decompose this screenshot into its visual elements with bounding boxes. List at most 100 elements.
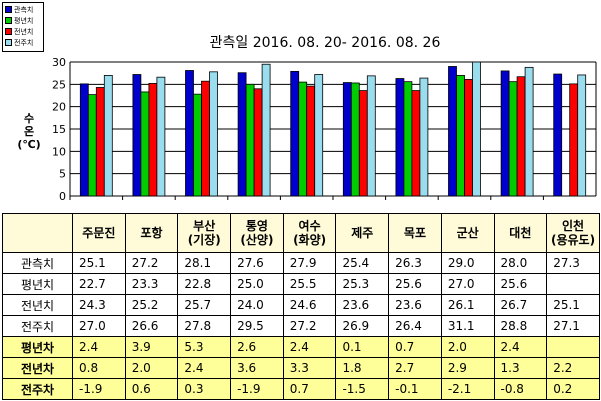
bar [245, 83, 255, 197]
table-cell: 25.3 [335, 273, 390, 295]
table-row: 전년치 24.3 25.2 25.7 24.0 24.6 23.6 23.6 26.1 26.7 2… [2, 294, 600, 316]
table-cell: 23.6 [388, 294, 442, 316]
table-cell: 27.0 [72, 315, 126, 337]
table-cell: 28.1 [177, 252, 232, 274]
row-label: 전주차 [2, 378, 73, 400]
bar [237, 72, 247, 197]
table-cell: 26.4 [388, 315, 442, 337]
table-cell: 3.9 [124, 336, 179, 358]
row-label: 전주치 [2, 315, 73, 337]
table-cell: 28.0 [493, 252, 548, 274]
table-cell: 25.2 [124, 294, 179, 316]
bar [448, 66, 457, 197]
table-cell: 3.3 [282, 357, 337, 379]
bar [87, 94, 97, 197]
table-cell: 25.1 [72, 252, 126, 274]
y-tick-label: 0 [59, 190, 66, 203]
legend-label: 평년치 [14, 16, 34, 25]
column-header: 포항 [124, 213, 179, 253]
bar [261, 63, 271, 197]
bar [419, 77, 429, 197]
bar [411, 90, 421, 197]
table-cell: 27.3 [546, 252, 600, 274]
column-header-line: 제주 [351, 226, 374, 240]
row-label: 관측치 [2, 252, 73, 274]
y-axis-label-line: 수 [23, 112, 35, 125]
legend-item: 평년치 [5, 15, 41, 26]
table-cell: 0.6 [124, 378, 179, 400]
table-cell: -2.1 [440, 378, 495, 400]
table-cell: 27.8 [177, 315, 232, 337]
bar-chart: 0 5 10 15 20 25 30 [52, 56, 597, 203]
table-cell: 23.6 [335, 294, 390, 316]
bar [103, 75, 113, 197]
table-row: 평년차 2.4 3.9 5.3 2.6 2.4 0.1 0.7 2.0 2.4 [2, 336, 600, 358]
y-axis-label: 수 온 (℃) [14, 112, 44, 151]
table-cell: 0.1 [335, 336, 390, 358]
bar [132, 74, 142, 197]
table-cell: 25.0 [230, 273, 284, 295]
bar [577, 74, 587, 197]
bar [306, 85, 316, 197]
table-cell: 26.7 [493, 294, 548, 316]
table-cell: 2.4 [493, 336, 548, 358]
bar [516, 76, 526, 197]
column-header: 통영 (산양) [230, 213, 284, 253]
chart-title: 관측일 2016. 08. 20- 2016. 08. 26 [209, 35, 441, 51]
table-cell [546, 273, 600, 295]
table-cell: 2.7 [388, 357, 442, 379]
y-axis-label-line: (℃) [17, 138, 41, 151]
row-label: 평년차 [2, 336, 73, 358]
table-row: 관측치 25.1 27.2 28.1 27.6 27.9 25.4 26.3 29.0 28.0 2… [2, 252, 600, 274]
table-cell: 1.3 [493, 357, 548, 379]
table-cell: 2.0 [440, 336, 495, 358]
table-cell: 3.6 [230, 357, 284, 379]
table-cell: 31.1 [440, 315, 495, 337]
table-cell: 2.4 [72, 336, 126, 358]
table-row: 전년차 0.8 2.0 2.4 3.6 3.3 1.8 2.7 2.9 1.3 2.2 [2, 357, 600, 379]
table-cell: 5.3 [177, 336, 232, 358]
table-cell: 27.2 [124, 252, 179, 274]
table-row: 전주치 27.0 26.6 27.8 29.5 27.2 26.9 26.4 31.1 28.8 2… [2, 315, 600, 337]
table-cell: 26.6 [124, 315, 179, 337]
y-tick-label: 20 [52, 101, 66, 114]
table-cell: 25.1 [546, 294, 600, 316]
table-row: 평년치 22.7 23.3 22.8 25.0 25.5 25.3 25.6 27.0 25.6 [2, 273, 600, 295]
table-row: 전주차 -1.9 0.6 0.3 -1.9 0.7 -1.5 -0.1 -2.1 -0.8 0.2 [2, 378, 600, 400]
bar [314, 74, 324, 197]
bar [569, 83, 579, 197]
legend-swatch [5, 17, 12, 24]
bar [193, 93, 202, 197]
table-cell: -1.9 [230, 378, 284, 400]
legend-item: 전주치 [5, 37, 41, 48]
y-tick-label: 15 [52, 123, 66, 136]
column-header-line: 포항 [140, 226, 163, 240]
legend-label: 전주치 [14, 38, 34, 47]
table-cell: 25.6 [388, 273, 442, 295]
bar [500, 70, 510, 197]
table-cell: 2.4 [282, 336, 337, 358]
table-cell: 27.0 [440, 273, 495, 295]
table-cell: 0.3 [177, 378, 232, 400]
table-corner-cell [2, 213, 73, 253]
table-cell: 2.0 [124, 357, 179, 379]
bar [524, 66, 534, 197]
column-header: 부산 (기장) [177, 213, 232, 253]
table-cell: -0.8 [493, 378, 548, 400]
column-header-line: 목포 [403, 226, 427, 240]
table-cell: 22.7 [72, 273, 126, 295]
table-cell: 26.3 [388, 252, 442, 274]
column-header: 제주 [335, 213, 390, 253]
legend-label: 관측치 [14, 5, 34, 14]
bar [209, 71, 218, 197]
bar [508, 81, 518, 197]
column-header-line: (산양) [240, 233, 274, 247]
table-cell: 25.4 [335, 252, 390, 274]
column-header-line: 부산 [193, 219, 216, 233]
y-tick-label: 25 [52, 78, 66, 91]
legend-swatch [5, 6, 12, 13]
legend-item: 전년치 [5, 26, 41, 37]
table-cell: 28.8 [493, 315, 548, 337]
table-cell: 2.9 [440, 357, 495, 379]
